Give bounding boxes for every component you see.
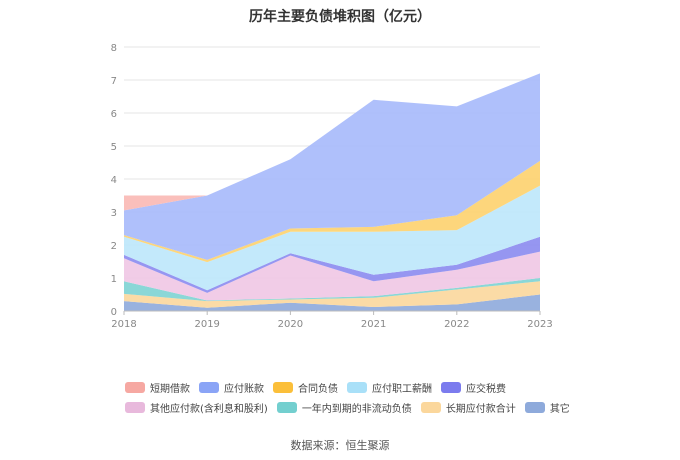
y-tick-label: 7: [111, 76, 117, 87]
y-tick-label: 3: [111, 208, 117, 219]
area-series: [124, 281, 540, 308]
y-tick-label: 4: [111, 175, 117, 186]
legend-swatch: [273, 381, 293, 393]
x-tick-label: 2023: [527, 319, 552, 330]
legend-item[interactable]: 其他应付款(含利息和股利): [125, 400, 268, 415]
area-series: [124, 185, 540, 291]
y-tick-label: 1: [111, 274, 117, 285]
legend-item[interactable]: 应付账款: [199, 380, 264, 395]
legend-swatch: [420, 401, 441, 413]
legend-item[interactable]: 合同负债: [273, 380, 338, 395]
legend-row-1: 短期借款 应付账款 合同负债 应付职工薪酬 应交税费: [125, 377, 585, 397]
area-series: [124, 278, 540, 302]
legend-label: 其他应付款(含利息和股利): [150, 403, 268, 415]
legend-item[interactable]: 短期借款: [125, 380, 190, 395]
stacked-area-chart: 0 1 2 3 4 5 6 7 8 2018 2019 2020 2021 2022 2023: [111, 43, 553, 330]
legend-item[interactable]: 应交税费: [441, 380, 506, 395]
y-tick-label: 0: [111, 307, 117, 318]
legend-swatch: [125, 401, 145, 413]
legend-label: 一年内到期的非流动负债: [301, 403, 412, 415]
area-series: [124, 251, 540, 301]
legend-item[interactable]: 长期应付款合计: [420, 400, 516, 415]
chart-title: 历年主要负债堆积图（亿元）: [249, 9, 431, 25]
legend-label: 应交税费: [466, 383, 506, 395]
legend-item[interactable]: 其它: [524, 400, 570, 415]
legend-label: 其它: [549, 403, 570, 415]
legend-label: 长期应付款合计: [445, 403, 516, 415]
y-tick-label: 8: [111, 43, 117, 54]
area-series: [124, 236, 540, 293]
area-series: [124, 294, 540, 311]
legend-item[interactable]: 应付职工薪酬: [347, 380, 432, 395]
x-tick-label: 2018: [111, 319, 136, 330]
legend: 短期借款 应付账款 合同负债 应付职工薪酬 应交税费 其他应付款(含利息和股利) 一年内到…: [125, 377, 585, 417]
x-tick-label: 2019: [194, 319, 219, 330]
legend-swatch: [441, 381, 461, 393]
legend-swatch: [347, 381, 367, 393]
area-series: [124, 73, 540, 260]
legend-label: 合同负债: [298, 383, 338, 395]
legend-row-2: 其他应付款(含利息和股利) 一年内到期的非流动负债 长期应付款合计 其它: [125, 397, 585, 417]
y-tick-label: 5: [111, 142, 117, 153]
legend-swatch: [276, 401, 297, 413]
legend-swatch: [125, 381, 145, 393]
legend-label: 应付职工薪酬: [372, 383, 432, 395]
legend-label: 应付账款: [224, 383, 264, 395]
data-source-note: 数据来源：恒生聚源: [290, 439, 390, 452]
y-tick-label: 6: [111, 109, 117, 120]
x-tick-label: 2022: [444, 319, 469, 330]
legend-swatch: [524, 401, 545, 413]
x-tick-label: 2021: [361, 319, 386, 330]
legend-label: 短期借款: [150, 383, 190, 395]
y-tick-label: 2: [111, 241, 117, 252]
area-series: [124, 73, 540, 211]
legend-item[interactable]: 一年内到期的非流动负债: [276, 400, 412, 415]
legend-swatch: [199, 381, 219, 393]
x-tick-label: 2020: [278, 319, 303, 330]
